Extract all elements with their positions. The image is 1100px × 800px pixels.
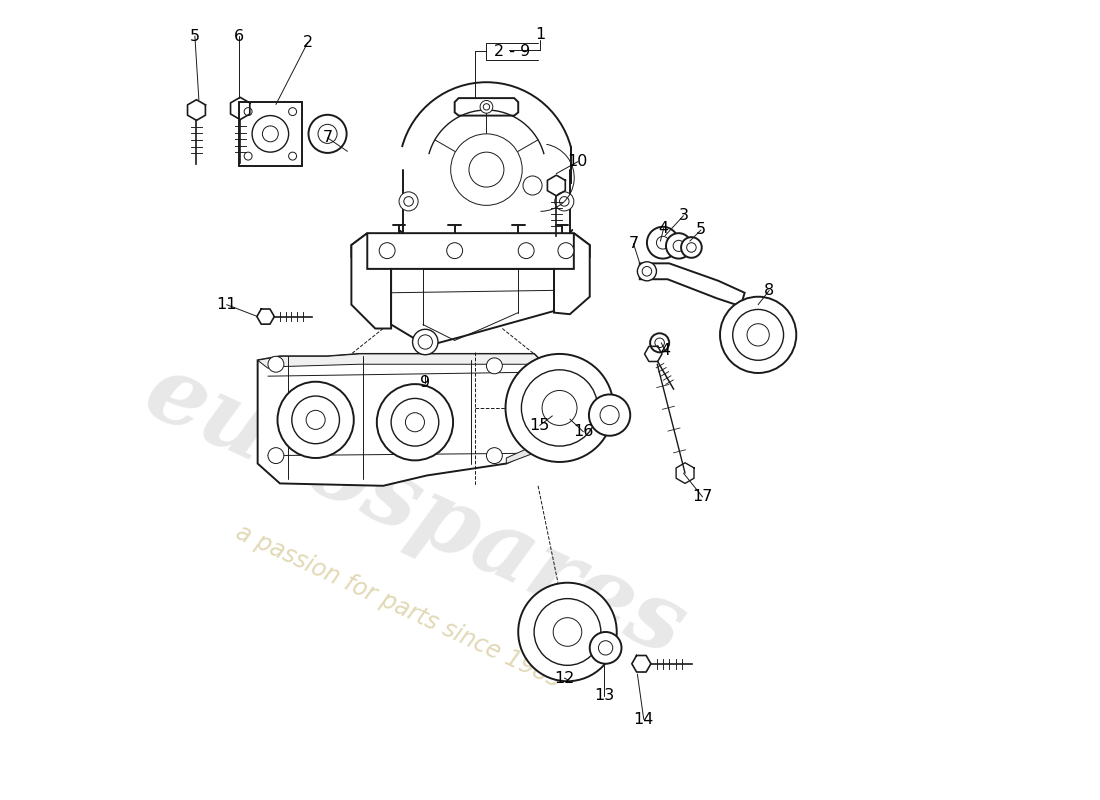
Circle shape (666, 233, 692, 258)
Text: 4: 4 (659, 221, 669, 236)
Circle shape (404, 197, 414, 206)
Circle shape (306, 410, 326, 430)
Circle shape (558, 242, 574, 258)
Circle shape (263, 126, 278, 142)
Circle shape (560, 197, 569, 206)
Circle shape (650, 334, 669, 352)
Polygon shape (392, 269, 554, 346)
Circle shape (518, 242, 535, 258)
Circle shape (480, 101, 493, 114)
Circle shape (637, 262, 657, 281)
Circle shape (521, 370, 597, 446)
Circle shape (554, 192, 574, 211)
Text: 17: 17 (692, 490, 713, 505)
Circle shape (588, 394, 630, 436)
Circle shape (288, 152, 297, 160)
Text: 6: 6 (233, 29, 243, 44)
Circle shape (486, 448, 503, 463)
Circle shape (318, 124, 337, 143)
Circle shape (451, 134, 522, 206)
Circle shape (418, 335, 432, 349)
Circle shape (379, 242, 395, 258)
Circle shape (598, 641, 613, 655)
Text: 1: 1 (536, 27, 546, 42)
Circle shape (244, 152, 252, 160)
Polygon shape (351, 233, 392, 329)
Polygon shape (257, 354, 549, 486)
Text: 13: 13 (594, 688, 614, 703)
Text: 2 - 9: 2 - 9 (494, 44, 530, 58)
Circle shape (483, 104, 490, 110)
Circle shape (553, 618, 582, 646)
Circle shape (518, 582, 617, 682)
Circle shape (542, 390, 578, 426)
Circle shape (733, 310, 783, 360)
Text: 5: 5 (696, 222, 706, 238)
Circle shape (447, 242, 463, 258)
Text: 14: 14 (634, 712, 653, 727)
Circle shape (522, 176, 542, 195)
Circle shape (399, 192, 418, 211)
Circle shape (747, 324, 769, 346)
Circle shape (720, 297, 796, 373)
Circle shape (377, 384, 453, 460)
Circle shape (681, 237, 702, 258)
Text: 7: 7 (628, 236, 638, 251)
Text: 4: 4 (660, 343, 670, 358)
Text: 11: 11 (217, 297, 236, 312)
Text: 10: 10 (568, 154, 588, 169)
Circle shape (392, 398, 439, 446)
Circle shape (268, 356, 284, 372)
Circle shape (642, 266, 651, 276)
Text: 16: 16 (573, 424, 594, 439)
Circle shape (252, 115, 288, 152)
Circle shape (657, 236, 669, 249)
Circle shape (647, 227, 679, 258)
Circle shape (412, 330, 438, 354)
Polygon shape (554, 233, 590, 314)
Text: 2: 2 (302, 35, 312, 50)
Text: 8: 8 (764, 283, 774, 298)
Circle shape (506, 354, 614, 462)
Circle shape (654, 338, 664, 347)
Polygon shape (454, 98, 518, 115)
Polygon shape (640, 263, 745, 306)
Circle shape (244, 108, 252, 115)
Text: 12: 12 (554, 670, 574, 686)
Circle shape (406, 413, 425, 432)
Circle shape (535, 598, 601, 666)
Circle shape (292, 396, 340, 444)
Polygon shape (257, 354, 549, 378)
Circle shape (277, 382, 354, 458)
Text: 5: 5 (190, 29, 200, 44)
Polygon shape (506, 432, 549, 463)
Text: 15: 15 (529, 418, 550, 433)
Circle shape (673, 240, 684, 251)
Circle shape (686, 242, 696, 252)
Text: 9: 9 (420, 375, 430, 390)
Text: 7: 7 (322, 130, 332, 146)
Circle shape (469, 152, 504, 187)
Text: 3: 3 (679, 208, 689, 223)
Circle shape (308, 114, 346, 153)
Text: a passion for parts since 1985: a passion for parts since 1985 (232, 520, 565, 693)
Circle shape (601, 406, 619, 425)
Polygon shape (351, 233, 590, 269)
Text: eurospares: eurospares (131, 346, 700, 676)
Circle shape (268, 448, 284, 463)
Circle shape (486, 358, 503, 374)
Polygon shape (239, 102, 302, 166)
Circle shape (288, 108, 297, 115)
Circle shape (590, 632, 621, 664)
